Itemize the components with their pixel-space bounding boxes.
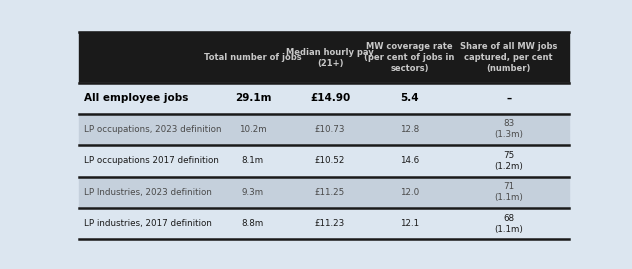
Text: 12.1: 12.1 <box>400 219 419 228</box>
Bar <box>79 145 569 176</box>
Text: 71
(1.1m): 71 (1.1m) <box>494 182 523 202</box>
Bar <box>79 83 569 114</box>
Text: 5.4: 5.4 <box>400 93 419 103</box>
Text: 29.1m: 29.1m <box>234 93 271 103</box>
Bar <box>79 114 569 145</box>
Bar <box>79 208 569 239</box>
Text: 12.0: 12.0 <box>400 188 419 197</box>
Text: LP industries, 2017 definition: LP industries, 2017 definition <box>84 219 212 228</box>
Text: 8.8m: 8.8m <box>242 219 264 228</box>
Text: All employee jobs: All employee jobs <box>84 93 188 103</box>
Text: 10.2m: 10.2m <box>239 125 267 134</box>
Text: Total number of jobs: Total number of jobs <box>204 53 301 62</box>
Text: LP occupations, 2023 definition: LP occupations, 2023 definition <box>84 125 221 134</box>
Text: 12.8: 12.8 <box>400 125 419 134</box>
Text: Median hourly pay
(21+): Median hourly pay (21+) <box>286 48 374 68</box>
Text: MW coverage rate
(per cent of jobs in
sectors): MW coverage rate (per cent of jobs in se… <box>365 43 455 73</box>
Bar <box>79 176 569 208</box>
Text: –: – <box>506 93 511 103</box>
Text: £10.73: £10.73 <box>315 125 345 134</box>
Text: £10.52: £10.52 <box>315 156 345 165</box>
Text: 14.6: 14.6 <box>400 156 419 165</box>
Text: £14.90: £14.90 <box>310 93 350 103</box>
Text: 8.1m: 8.1m <box>242 156 264 165</box>
Text: 83
(1.3m): 83 (1.3m) <box>494 119 523 139</box>
Text: £11.23: £11.23 <box>315 219 345 228</box>
Text: 68
(1.1m): 68 (1.1m) <box>494 214 523 234</box>
Text: 75
(1.2m): 75 (1.2m) <box>494 151 523 171</box>
Text: 9.3m: 9.3m <box>242 188 264 197</box>
Text: £11.25: £11.25 <box>315 188 345 197</box>
Text: LP Industries, 2023 definition: LP Industries, 2023 definition <box>84 188 212 197</box>
Text: Share of all MW jobs
captured, per cent
(number): Share of all MW jobs captured, per cent … <box>460 43 557 73</box>
Bar <box>79 32 569 83</box>
Text: LP occupations 2017 definition: LP occupations 2017 definition <box>84 156 219 165</box>
